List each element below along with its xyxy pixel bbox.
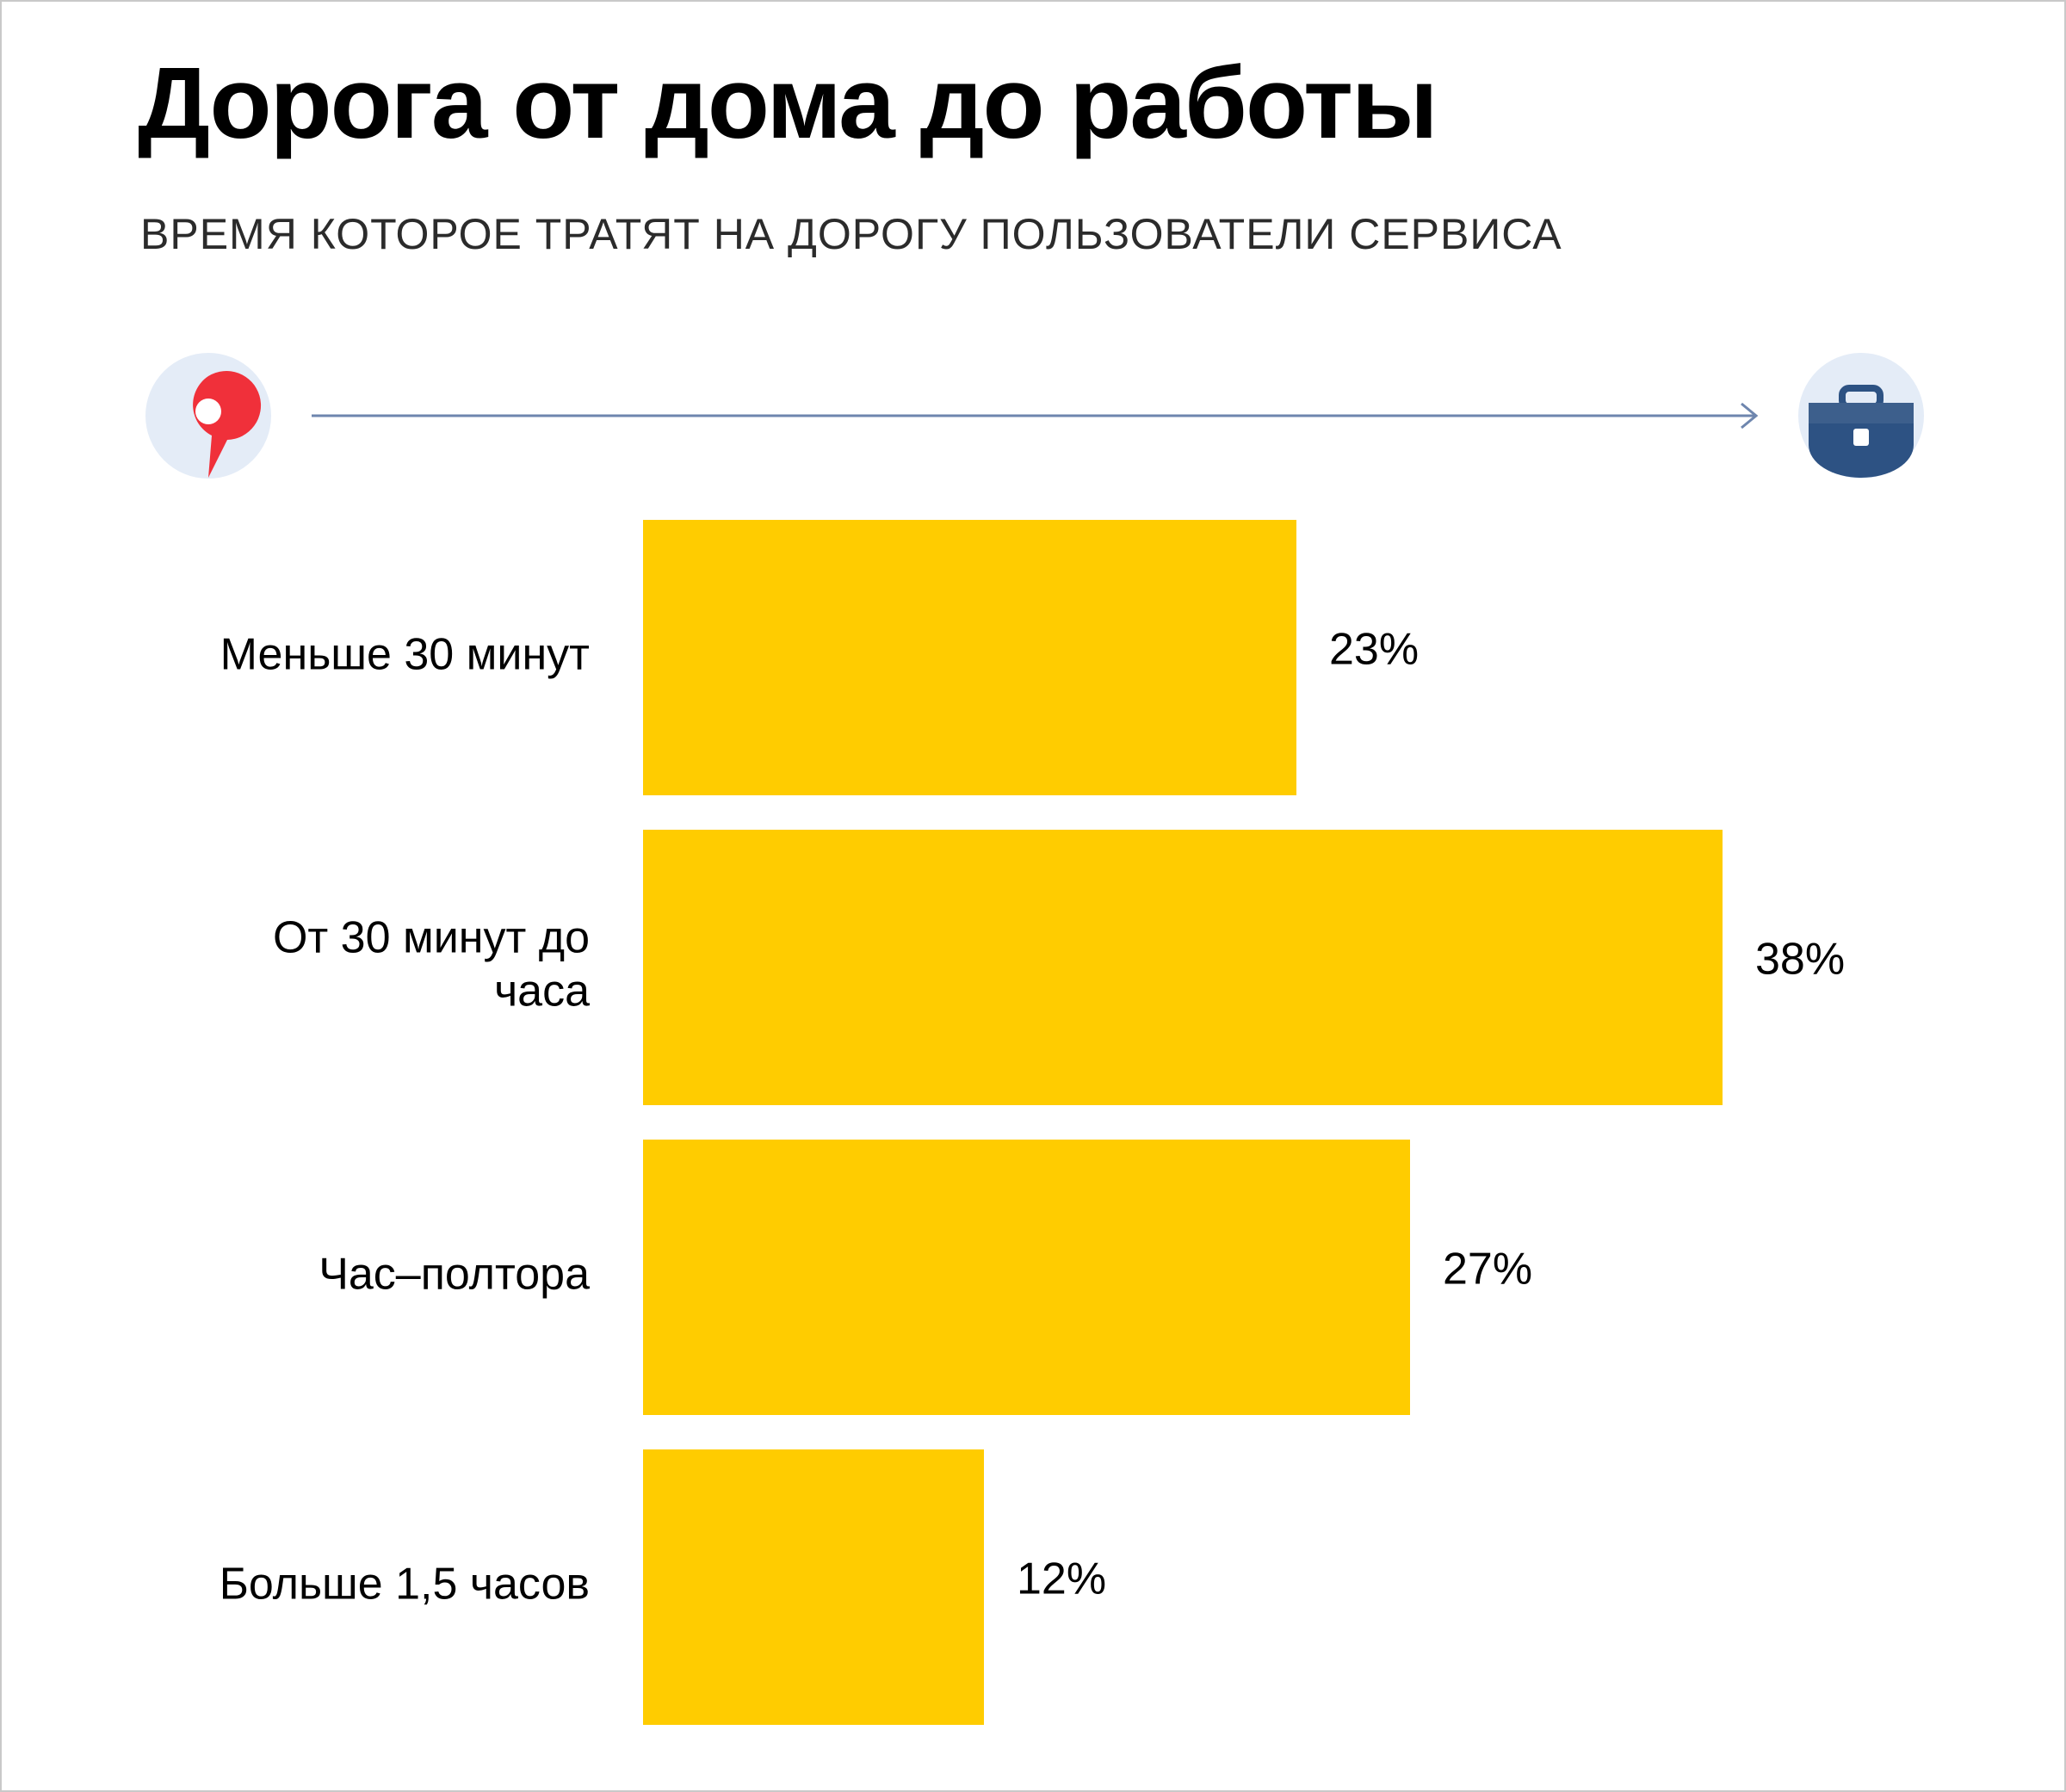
- bar-value-label: 12%: [1017, 1554, 1106, 1604]
- chart-subtitle: ВРЕМЯ КОТОРОЕ ТРАТЯТ НА ДОРОГУ ПОЛЬЗОВАТ…: [140, 210, 1562, 258]
- map-pin-icon: [145, 353, 271, 479]
- briefcase-highlight: [1809, 403, 1914, 423]
- bar: [643, 1140, 1410, 1415]
- route-arrow: [312, 402, 1759, 429]
- chart-title: Дорога от дома до работы: [138, 46, 1438, 160]
- pin-hole: [195, 399, 221, 424]
- category-label: Больше 1,5 часов: [220, 1560, 590, 1610]
- bar-value-label: 38%: [1755, 935, 1845, 985]
- briefcase-icon: [1798, 353, 1924, 479]
- category-label: часа: [494, 967, 590, 1016]
- bar: [643, 520, 1296, 795]
- pin-shape: [193, 371, 262, 478]
- bar-value-label: 23%: [1329, 625, 1419, 675]
- bar: [643, 1449, 984, 1725]
- category-label: От 30 минут до: [273, 913, 590, 963]
- route-arrowhead: [1741, 402, 1759, 429]
- bar-value-label: 27%: [1443, 1245, 1532, 1295]
- category-label: Час–полтора: [319, 1250, 590, 1300]
- briefcase-handle: [1839, 385, 1884, 411]
- category-label: Меньше 30 минут: [220, 630, 590, 680]
- bar: [643, 830, 1723, 1105]
- briefcase-lock: [1853, 429, 1869, 446]
